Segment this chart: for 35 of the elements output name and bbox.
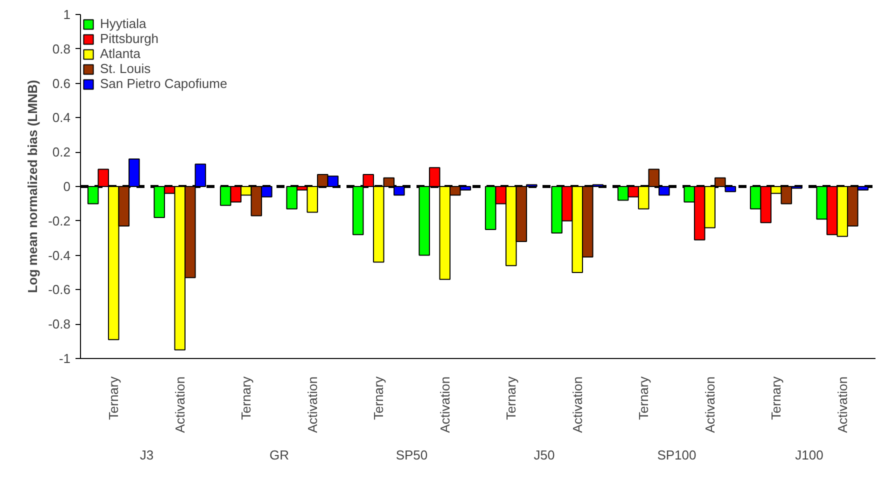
x-tick-label: Ternary — [768, 376, 784, 420]
y-tick-label: -0.6 — [48, 282, 71, 298]
text: J50 — [534, 448, 555, 462]
y-tick-label: 0.2 — [52, 144, 71, 160]
x-tick-label: Activation — [437, 376, 452, 433]
text: J100 — [795, 448, 824, 462]
text: SP50 — [396, 448, 428, 462]
y-tick-label: -0.4 — [48, 248, 71, 263]
x-tick-label: Ternary — [504, 376, 519, 420]
x-tick-label: Activation — [702, 376, 718, 433]
x-tick-label: Ternary — [371, 376, 386, 420]
y-tick-label: 0 — [63, 179, 71, 194]
x-tick-label: Activation — [304, 376, 320, 433]
legend-label: St. Louis — [100, 61, 151, 76]
y-tick-label: -0.8 — [48, 316, 71, 332]
y-tick-label: -1 — [58, 351, 71, 366]
y-tick-label: -0.2 — [48, 213, 71, 228]
y-tick-label: 0.4 — [52, 110, 71, 126]
x-tick-label: Activation — [172, 376, 188, 433]
legend-label: Atlanta — [100, 46, 140, 61]
y-tick-label: 0.8 — [52, 41, 71, 56]
y-axis-title: Log mean normalized bias (LMNB) — [25, 80, 40, 294]
x-tick-label: Ternary — [238, 376, 254, 420]
text: GR — [270, 448, 289, 462]
text: SP100 — [657, 448, 696, 462]
legend-label: Pittsburgh — [100, 31, 159, 46]
legend-label: Hyytiala — [100, 16, 146, 31]
x-tick-label: Ternary — [636, 376, 652, 420]
text: J3 — [140, 448, 154, 462]
x-tick-label: Ternary — [106, 376, 122, 420]
y-tick-label: 0.6 — [52, 76, 71, 91]
x-tick-label: Activation — [834, 376, 850, 433]
y-tick-label: 1 — [63, 7, 71, 22]
legend-label: San Pietro Capofiume — [100, 76, 228, 91]
x-tick-label: Activation — [570, 376, 585, 433]
